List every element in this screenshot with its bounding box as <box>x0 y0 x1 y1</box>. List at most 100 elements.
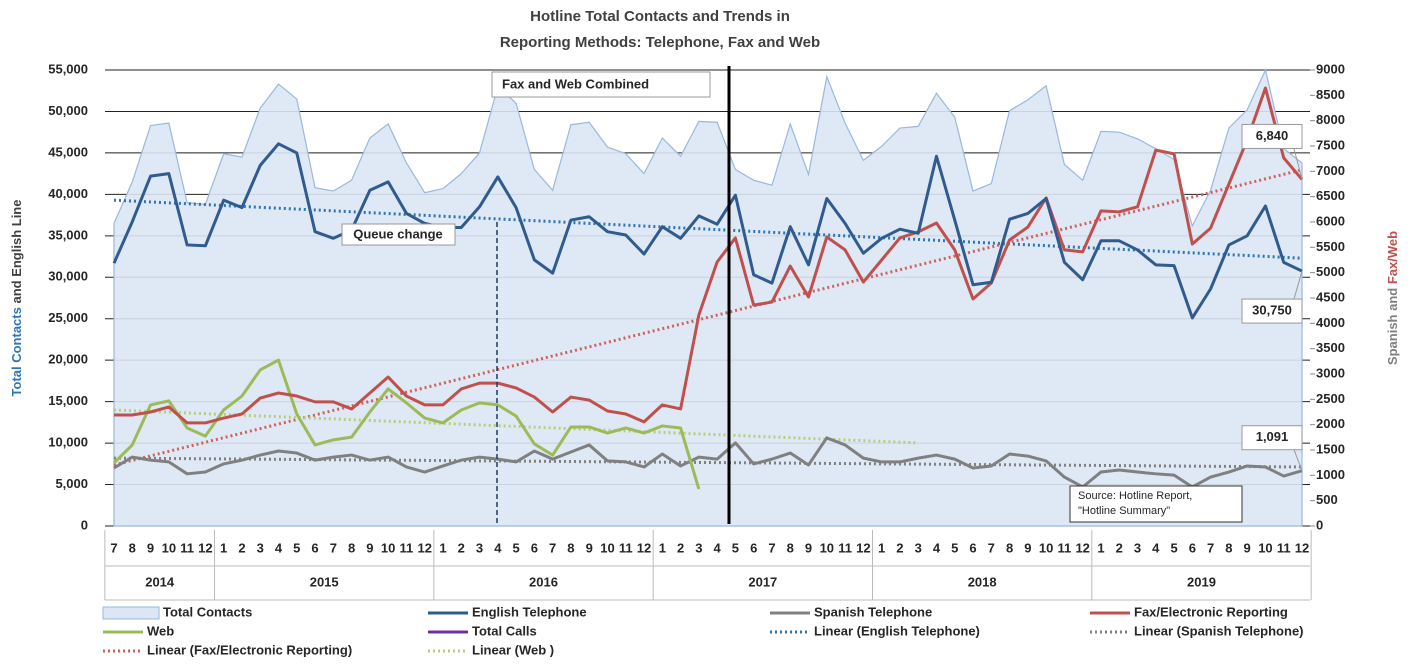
y2-tick-label: 7000 <box>1316 163 1345 178</box>
year-label: 2016 <box>529 574 558 589</box>
x-tick-label: 9 <box>366 540 373 555</box>
x-tick-label: 3 <box>1134 540 1141 555</box>
y-tick-label: 30,000 <box>48 269 88 284</box>
x-tick-label: 1 <box>439 540 446 555</box>
x-tick-label: 12 <box>1075 540 1089 555</box>
x-tick-label: 7 <box>549 540 556 555</box>
legend-label: Fax/Electronic Reporting <box>1134 604 1288 619</box>
x-tick-label: 6 <box>1189 540 1196 555</box>
x-tick-label: 11 <box>838 540 852 555</box>
y-tick-label: 50,000 <box>48 103 88 118</box>
data-label: 30,750 <box>1252 302 1292 317</box>
y-tick-label: 45,000 <box>48 144 88 159</box>
y2-tick-label: 8500 <box>1316 87 1345 102</box>
year-label: 2019 <box>1187 574 1216 589</box>
y-tick-label: 20,000 <box>48 352 88 367</box>
line <box>113 436 1303 489</box>
x-tick-label: 3 <box>915 540 922 555</box>
x-tick-label: 4 <box>494 540 502 555</box>
x-tick-label: 4 <box>933 540 941 555</box>
legend-label: Web <box>147 623 174 638</box>
chart-title: Hotline Total Contacts and Trends in <box>530 8 790 25</box>
x-tick-label: 1 <box>1097 540 1104 555</box>
x-tick-label: 9 <box>1244 540 1251 555</box>
x-tick-label: 1 <box>220 540 227 555</box>
x-tick-label: 2 <box>238 540 245 555</box>
y-axis-title: Total Contacts and English Line <box>9 200 24 397</box>
x-tick-label: 5 <box>732 540 739 555</box>
x-tick-label: 2 <box>896 540 903 555</box>
x-tick-label: 8 <box>1225 540 1232 555</box>
x-tick-label: 10 <box>820 540 834 555</box>
trend-line <box>113 408 919 445</box>
y-axis-title-part: Total Contacts <box>9 307 24 396</box>
y-tick-label: 25,000 <box>48 310 88 325</box>
year-label: 2015 <box>310 574 339 589</box>
trend-line <box>113 456 1303 469</box>
x-tick-label: 7 <box>1207 540 1214 555</box>
callout-pointer <box>1293 449 1303 471</box>
x-tick-label: 3 <box>695 540 702 555</box>
legend-label: Linear (English Telephone) <box>814 623 980 638</box>
legend-label: English Telephone <box>472 604 587 619</box>
x-tick-label: 12 <box>856 540 870 555</box>
y2-tick-label: 8000 <box>1316 112 1345 127</box>
legend-label: Linear (Fax/Electronic Reporting) <box>147 642 352 657</box>
x-tick-label: 1 <box>878 540 885 555</box>
x-tick-label: 11 <box>400 540 414 555</box>
queue-box <box>341 223 456 246</box>
y2-tick-label: 5500 <box>1316 239 1345 254</box>
x-tick-label: 11 <box>180 540 194 555</box>
source-text: Source: Hotline Report, <box>1078 490 1192 502</box>
y-tick-label: 35,000 <box>48 227 88 242</box>
y2-tick-label: 6000 <box>1316 213 1345 228</box>
y-axis-title-part: and English Line <box>9 200 24 308</box>
x-tick-label: 7 <box>988 540 995 555</box>
x-tick-label: 11 <box>1277 540 1291 555</box>
x-tick-label: 7 <box>110 540 117 555</box>
y2-axis-title-part: Spanish and <box>1385 284 1400 365</box>
x-tick-label: 10 <box>162 540 176 555</box>
x-tick-label: 1 <box>659 540 666 555</box>
x-tick-label: 9 <box>1024 540 1031 555</box>
area <box>113 68 1303 527</box>
source-text: "Hotline Summary" <box>1078 505 1170 517</box>
combined-box <box>491 71 711 98</box>
callout-pointer <box>1293 148 1303 180</box>
y2-tick-label: 1500 <box>1316 441 1345 456</box>
x-tick-label: 9 <box>147 540 154 555</box>
x-tick-label: 5 <box>512 540 519 555</box>
year-label: 2014 <box>145 574 175 589</box>
line <box>112 358 701 490</box>
x-tick-label: 11 <box>1058 540 1072 555</box>
y2-tick-label: 500 <box>1316 492 1338 507</box>
x-tick-label: 2 <box>1116 540 1123 555</box>
x-tick-label: 11 <box>619 540 633 555</box>
data-label-box <box>1241 425 1303 451</box>
x-tick-label: 10 <box>1258 540 1272 555</box>
x-tick-label: 2 <box>677 540 684 555</box>
plot-area: 0 5,000 10,000 15,000 20,000 25,000 30,000 35,0… <box>48 61 1345 601</box>
x-tick-label: 12 <box>637 540 651 555</box>
y-tick-label: 55,000 <box>48 61 88 76</box>
x-tick-label: 4 <box>714 540 722 555</box>
source-box <box>1069 485 1243 523</box>
legend-label: Linear (Spanish Telephone) <box>1134 623 1304 638</box>
x-tick-label: 5 <box>951 540 958 555</box>
y-tick-label: 40,000 <box>48 186 88 201</box>
x-tick-label: 2 <box>458 540 465 555</box>
x-tick-label: 6 <box>311 540 318 555</box>
y-tick-label: 0 <box>81 517 88 532</box>
combined-label: Fax and Web Combined <box>502 76 649 91</box>
y2-tick-label: 5000 <box>1316 264 1345 279</box>
x-tick-label: 6 <box>969 540 976 555</box>
x-tick-label: 7 <box>330 540 337 555</box>
x-tick-label: 8 <box>787 540 794 555</box>
x-tick-label: 8 <box>129 540 136 555</box>
data-label-box <box>1241 123 1303 149</box>
y2-tick-label: 1000 <box>1316 467 1345 482</box>
queue-label: Queue change <box>353 226 443 241</box>
y2-tick-label: 2000 <box>1316 416 1345 431</box>
x-tick-label: 5 <box>293 540 300 555</box>
